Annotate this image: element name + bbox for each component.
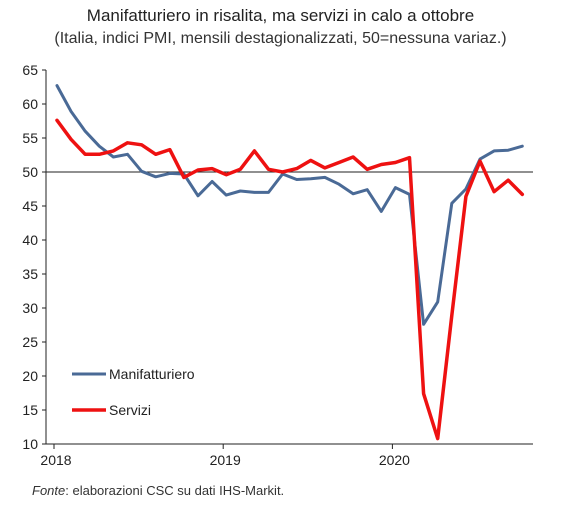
legend-label-servizi: Servizi — [109, 402, 151, 418]
y-tick-label: 50 — [22, 164, 38, 180]
y-tick-label: 45 — [22, 198, 38, 214]
axis-layer: 10 15 20 25 30 35 40 45 50 55 60 65 2018 2019 2020 — [22, 62, 533, 468]
y-tick-label: 10 — [22, 436, 38, 452]
y-tick-label: 60 — [22, 96, 38, 112]
legend-label-manifatturiero: Manifatturiero — [109, 366, 195, 382]
series-line-manifatturiero — [55, 84, 524, 326]
chart-title: Manifatturiero in risalita, ma servizi i… — [86, 6, 475, 25]
source-note: Fonte: elaborazioni CSC su dati IHS-Mark… — [32, 483, 284, 498]
x-tick-label: 2019 — [210, 452, 241, 468]
legend: Manifatturiero Servizi — [72, 366, 195, 418]
source-label: Fonte — [32, 483, 66, 498]
y-tick-label: 20 — [22, 368, 38, 384]
y-tick-label: 40 — [22, 232, 38, 248]
y-tick-label: 30 — [22, 300, 38, 316]
y-tick-label: 35 — [22, 266, 38, 282]
y-tick-label: 25 — [22, 334, 38, 350]
y-tick-label: 15 — [22, 402, 38, 418]
x-tick-label: 2020 — [379, 452, 410, 468]
y-tick-label: 55 — [22, 130, 38, 146]
series-line-servizi — [55, 118, 525, 441]
source-text: : elaborazioni CSC su dati IHS-Markit. — [65, 483, 285, 498]
y-tick-label: 65 — [22, 62, 38, 78]
series-layer — [55, 84, 525, 441]
chart-subtitle: (Italia, indici PMI, mensili destagional… — [54, 30, 507, 47]
x-tick-label: 2018 — [40, 452, 71, 468]
